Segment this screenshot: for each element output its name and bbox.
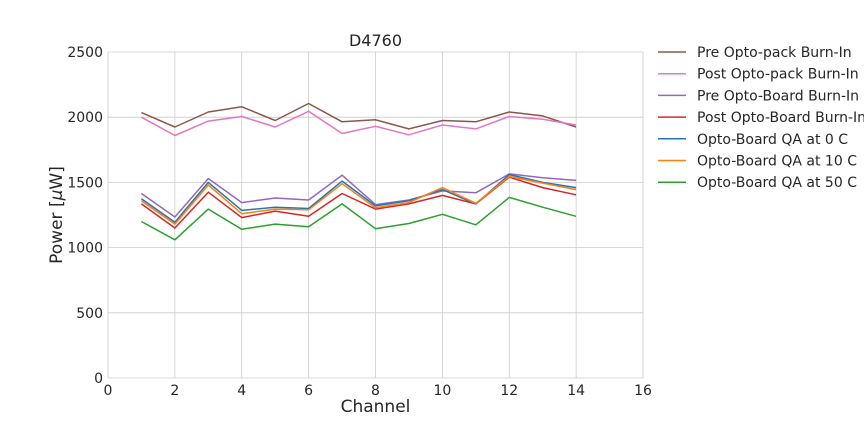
legend-label: Post Opto-pack Burn-In	[697, 67, 859, 83]
y-tick-label: 0	[94, 371, 103, 387]
legend-label: Post Opto-Board Burn-In	[697, 110, 864, 126]
x-tick-label: 8	[371, 383, 380, 399]
legend-label: Pre Opto-Board Burn-In	[697, 88, 859, 104]
legend-label: Pre Opto-pack Burn-In	[697, 45, 852, 61]
y-tick-labels: 0 500 1000 1500 2000 2500	[67, 45, 103, 387]
x-tick-labels: 0 2 4 6 8 10 12 14 16	[104, 383, 652, 399]
series-line	[141, 110, 577, 137]
y-tick-label: 2500	[67, 45, 103, 61]
x-axis-title: Channel	[341, 397, 411, 417]
series-line	[141, 102, 577, 130]
series-line	[140, 173, 577, 218]
series-line	[141, 196, 577, 241]
legend-label: Opto-Board QA at 10 C	[697, 154, 857, 170]
x-tick-label: 6	[304, 383, 313, 399]
y-tick-label: 1500	[67, 175, 103, 191]
x-tick-label: 16	[634, 383, 652, 399]
legend-label: Opto-Board QA at 0 C	[697, 132, 848, 148]
series-line	[140, 175, 577, 225]
x-tick-label: 12	[500, 383, 518, 399]
y-axis-title: Power [μW]	[47, 166, 67, 264]
x-tick-label: 10	[433, 383, 451, 399]
series-lines	[140, 102, 577, 241]
y-tick-label: 500	[76, 306, 103, 322]
x-tick-label: 14	[567, 383, 585, 399]
y-tick-label: 2000	[67, 110, 103, 126]
y-tick-label: 1000	[67, 241, 103, 257]
chart-title: D4760	[349, 31, 402, 50]
y-axis-title-mu: μ	[47, 189, 67, 201]
series-line	[140, 173, 577, 223]
x-tick-label: 4	[237, 383, 246, 399]
x-tick-label: 2	[170, 383, 179, 399]
legend-label: Opto-Board QA at 50 C	[697, 175, 857, 191]
y-axis-title-suffix: W]	[47, 166, 67, 189]
y-axis-title-prefix: Power [	[47, 200, 67, 263]
legend: Pre Opto-pack Burn-In Post Opto-pack Burn…	[658, 45, 864, 191]
x-tick-label: 0	[104, 383, 113, 399]
